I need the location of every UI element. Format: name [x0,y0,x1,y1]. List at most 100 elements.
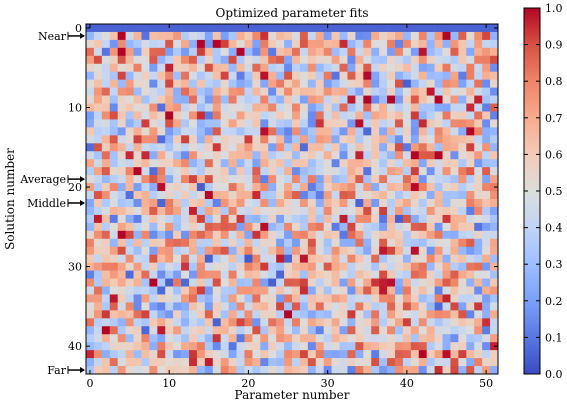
heatmap-cell [101,286,111,295]
heatmap-cell [133,111,142,120]
heatmap-cell [252,135,261,144]
heatmap-cell [339,246,348,255]
heatmap-cell [141,151,150,160]
heatmap-cell [141,39,150,49]
heatmap-cell [252,310,261,319]
heatmap-cell [355,302,364,311]
heatmap-cell [339,342,348,351]
heatmap-cell [450,175,459,184]
heatmap-cell [426,103,435,112]
heatmap-cell [204,143,214,152]
heatmap-cell [181,294,190,303]
heatmap-cell [189,175,198,184]
heatmap-cell [196,31,206,41]
heatmap-cell [236,262,245,271]
heatmap-cell [458,278,467,287]
heatmap-cell [181,366,190,375]
heatmap-cell [292,270,301,279]
heatmap-cell [410,334,420,343]
heatmap-cell [442,135,451,144]
heatmap-cell [276,55,285,65]
heatmap-cell [418,143,427,152]
heatmap-cell [165,326,174,335]
heatmap-cell [347,350,356,359]
heatmap-cell [204,222,214,232]
heatmap-cell [157,87,166,96]
heatmap-cell [260,366,269,375]
heatmap-cell [276,191,285,200]
heatmap-cell [181,55,190,65]
heatmap-cell [379,238,388,248]
heatmap-cell [204,334,214,343]
heatmap-cell [173,167,182,176]
heatmap-cell [442,127,451,136]
heatmap-cell [117,135,126,144]
heatmap-cell [284,87,293,96]
heatmap-cell [315,159,324,168]
heatmap-cell [450,151,459,160]
heatmap-cell [347,294,356,303]
heatmap-cell [244,214,253,224]
heatmap-cell [347,111,356,120]
heatmap-cell [387,39,396,49]
heatmap-cell [189,334,198,343]
heatmap-cell [268,159,277,168]
heatmap-cell [260,302,269,311]
heatmap-cell [220,366,229,375]
heatmap-cell [149,262,158,271]
heatmap-cell [212,71,221,80]
heatmap-cell [339,318,348,327]
heatmap-cell [141,222,150,232]
x-axis-ticks: 0 10 20 30 40 50 [86,24,493,390]
heatmap-cell [284,24,293,33]
heatmap-cell [395,119,404,128]
heatmap-cell [331,79,340,88]
heatmap-cell [410,79,420,88]
heatmap-cell [117,79,126,88]
heatmap-cell [299,334,309,343]
heatmap-cell [141,238,150,248]
heatmap-cell [474,47,483,57]
heatmap-cell [466,278,475,287]
heatmap-cell [450,71,459,80]
heatmap-cell [133,238,142,248]
heatmap-cell [165,262,174,271]
heatmap-cell [347,95,356,104]
heatmap-cell [315,31,324,41]
heatmap-cell [149,366,158,375]
heatmap-cell [482,358,491,367]
heatmap-cell [149,222,158,232]
heatmap-cell [284,302,293,311]
heatmap-cell [331,318,340,327]
heatmap-cell [252,246,261,255]
heatmap-cell [165,206,174,216]
heatmap-cell [276,159,285,168]
heatmap-cell [228,24,237,33]
heatmap-cell [371,350,380,359]
heatmap-cell [149,119,158,128]
heatmap-cell [387,127,396,136]
heatmap-cell [490,358,499,367]
heatmap-cell [442,159,451,168]
heatmap-cell [434,230,443,240]
heatmap-cell [268,71,277,80]
heatmap-cell [458,175,467,184]
heatmap-cell [196,63,206,73]
heatmap-cell [299,167,309,176]
heatmap-cell [418,119,427,128]
heatmap-cell [299,270,309,279]
heatmap-cell [434,222,443,232]
heatmap-cell [490,366,499,375]
heatmap-cell [371,191,380,200]
heatmap-cell [276,270,285,279]
heatmap-cell [196,47,206,57]
heatmap-cell [133,24,142,33]
heatmap-cell [387,334,396,343]
heatmap-cell [490,246,499,255]
heatmap-cell [268,111,277,120]
heatmap-cell [458,167,467,176]
heatmap-cell [458,206,467,216]
heatmap-cell [86,24,95,33]
heatmap-cell [284,214,293,224]
heatmap-cell [315,310,324,319]
